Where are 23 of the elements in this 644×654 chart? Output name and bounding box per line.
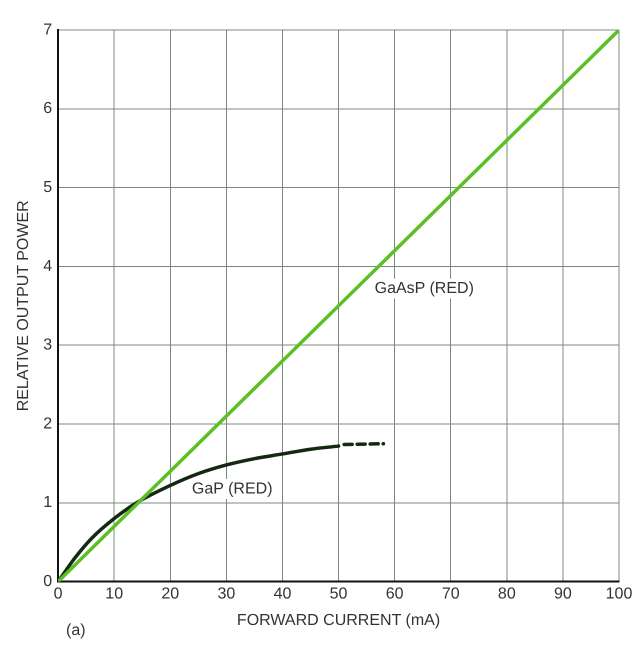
y-tick-label: 3 xyxy=(43,336,52,354)
x-tick-label: 70 xyxy=(442,586,460,603)
y-tick-label: 7 xyxy=(43,21,52,38)
series-label: GaP (RED) xyxy=(192,480,273,498)
y-tick-label: 0 xyxy=(43,573,52,590)
text: (a) xyxy=(66,622,86,640)
series-label: GaAsP (RED) xyxy=(374,280,474,298)
y-tick-label: 1 xyxy=(43,494,52,512)
x-axis-title: FORWARD CURRENT (mA) xyxy=(236,612,440,629)
y-tick-label: 4 xyxy=(43,258,52,275)
x-tick-label: 10 xyxy=(105,586,124,603)
x-tick-label: 100 xyxy=(606,586,632,603)
y-tick-label: 5 xyxy=(43,179,52,196)
y-tick-label: 2 xyxy=(43,415,52,432)
x-tick-label: 50 xyxy=(330,586,348,603)
x-tick-label: 40 xyxy=(274,586,292,603)
y-axis-title: RELATIVE OUTPUT POWER xyxy=(15,200,32,412)
x-tick-label: 20 xyxy=(161,586,180,603)
x-tick-label: 30 xyxy=(217,586,236,603)
x-tick-label: 80 xyxy=(498,586,516,603)
y-tick-label: 6 xyxy=(43,100,52,118)
x-tick-label: 60 xyxy=(386,586,404,603)
x-tick-label: 90 xyxy=(554,586,572,603)
